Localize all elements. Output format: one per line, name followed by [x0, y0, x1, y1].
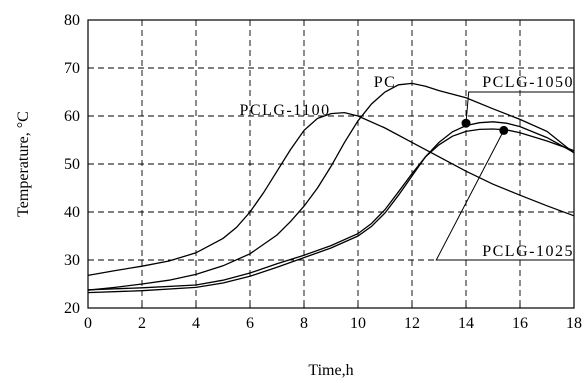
- leader-lines: [435, 91, 574, 261]
- y-tick-label: 80: [64, 12, 80, 29]
- axis-ticks: 0 2 4 6 8 10 12 14 16 18 20 30 40 50 60 70 80: [64, 12, 582, 332]
- y-tick-label: 70: [64, 60, 80, 77]
- x-tick-label: 2: [138, 315, 146, 332]
- x-tick-label: 10: [350, 315, 366, 332]
- curve-label-pclg-1025: PCLG-1025: [482, 243, 574, 260]
- marker-pclg-1025: [499, 125, 509, 135]
- x-tick-label: 0: [84, 315, 92, 332]
- y-tick-label: 30: [64, 252, 80, 269]
- x-tick-label: 14: [458, 315, 474, 332]
- y-tick-label: 50: [64, 156, 80, 173]
- y-axis-label: Temperature, °C: [15, 111, 32, 217]
- x-tick-label: 6: [246, 315, 254, 332]
- grid-lines: [88, 20, 574, 308]
- y-tick-label: 40: [64, 204, 80, 221]
- leader-pclg-1025: [435, 130, 574, 261]
- x-tick-label: 18: [566, 315, 582, 332]
- marker-pclg-1050: [461, 118, 471, 128]
- series-line-pclg-1050: [87, 121, 575, 294]
- y-tick-label: 20: [64, 300, 80, 317]
- x-tick-label: 4: [192, 315, 200, 332]
- markers: [461, 118, 509, 135]
- series-line-pc: [87, 82, 575, 291]
- curve-labels: PCLG-1100 PC PCLG-1050 PCLG-1025: [240, 74, 574, 260]
- y-tick-label: 60: [64, 108, 80, 125]
- curve-label-pclg-1100: PCLG-1100: [240, 102, 331, 119]
- curve-label-pc: PC: [374, 74, 397, 91]
- x-tick-label: 8: [300, 315, 308, 332]
- x-tick-label: 16: [512, 315, 528, 332]
- series-line-pclg-1100: [87, 111, 575, 277]
- curve-label-pclg-1050: PCLG-1050: [482, 74, 574, 91]
- leader-pclg-1050: [465, 91, 574, 124]
- x-tick-label: 12: [404, 315, 420, 332]
- series-line-pclg-1025: [87, 128, 575, 291]
- x-axis-label: Time,h: [308, 362, 353, 379]
- series-group: [87, 82, 575, 294]
